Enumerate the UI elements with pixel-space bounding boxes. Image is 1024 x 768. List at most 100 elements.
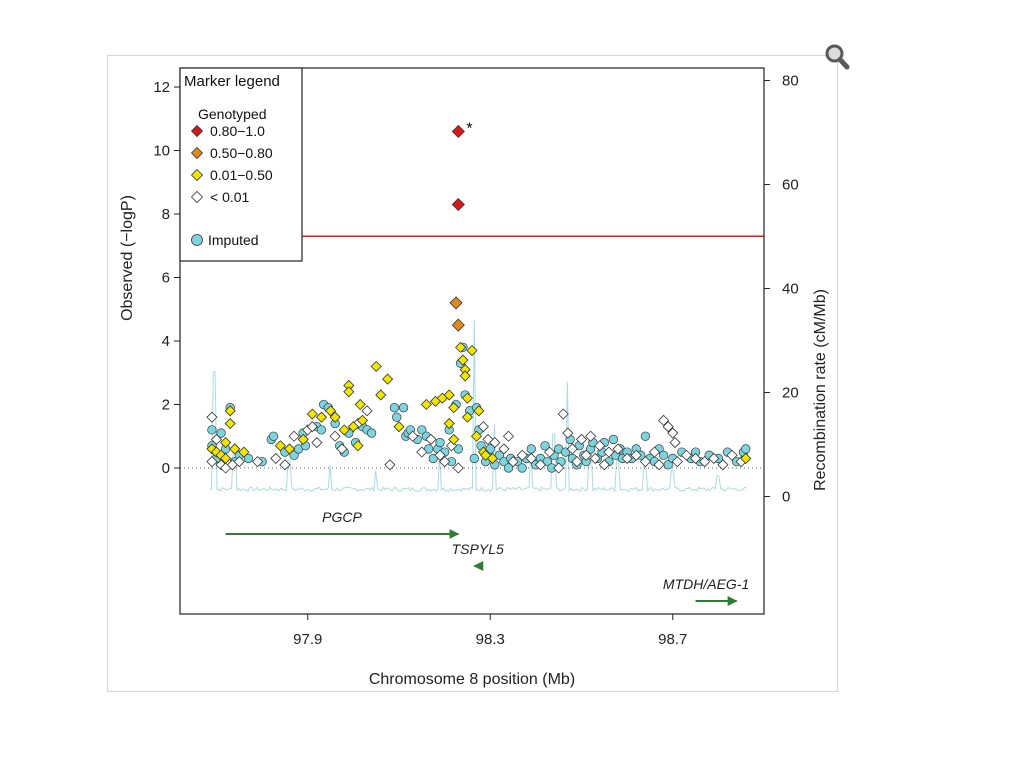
point-imputed xyxy=(741,444,751,454)
x-tick-label: 98.3 xyxy=(476,631,505,648)
point-genotyped-0-01-0-50 xyxy=(224,417,236,430)
point-genotyped-0-01-0-50 xyxy=(329,411,341,423)
x-tick-label: 97.9 xyxy=(293,631,322,648)
point-genotyped-0-01 xyxy=(667,427,679,439)
point-genotyped-0-01-0-50 xyxy=(347,421,359,433)
point-genotyped-0-01 xyxy=(699,456,711,468)
point-genotyped-0-01-0-50 xyxy=(382,373,394,385)
point-imputed xyxy=(435,437,445,448)
point-genotyped-0-01-0-50 xyxy=(274,440,286,452)
magnifier-icon[interactable] xyxy=(824,43,850,71)
left-tick-label: 2 xyxy=(162,396,170,413)
point-imputed xyxy=(608,434,619,445)
magnifier-icon-glyph xyxy=(825,44,850,70)
legend-swatch xyxy=(190,168,204,182)
legend-item-label: < 0.01 xyxy=(210,189,250,205)
left-y-axis: 0 2 4 6 8 10 12 xyxy=(153,79,180,477)
marker-points xyxy=(206,124,752,474)
legend-imputed-label: Imputed xyxy=(208,232,259,248)
point-imputed xyxy=(560,447,571,457)
x-axis: 97.9 98.3 98.7 xyxy=(293,614,687,648)
point-imputed xyxy=(640,431,651,441)
recombination-rate-layer xyxy=(209,319,747,494)
point-genotyped-0-01 xyxy=(502,430,515,442)
point-genotyped-0-01 xyxy=(580,449,592,461)
point-genotyped-0-01 xyxy=(311,437,323,449)
point-genotyped-0-01 xyxy=(671,456,683,468)
point-genotyped-0-01-0-50 xyxy=(324,405,337,417)
legend-item-label: 0.01−0.50 xyxy=(210,167,273,183)
point-genotyped-0-01-0-50 xyxy=(443,417,455,430)
point-genotyped-0-01 xyxy=(498,443,510,455)
figure-frame: * PGCP TSPYL5 MTDH/AEG-1 0 2 4 6 8 10 12 0 20 40 60… xyxy=(107,55,838,692)
point-imputed xyxy=(517,463,527,473)
point-genotyped-0-01-0-50 xyxy=(297,433,309,445)
legend-item-label: 0.50−0.80 xyxy=(210,145,273,161)
point-genotyped-0-01 xyxy=(575,433,588,445)
point-imputed xyxy=(424,444,434,454)
point-genotyped-0-01 xyxy=(206,456,218,468)
point-imputed xyxy=(503,463,514,473)
point-genotyped-0-01-0-50 xyxy=(220,437,232,449)
point-imputed xyxy=(417,425,427,435)
left-tick-label: 0 xyxy=(162,460,170,477)
regional-association-plot: * PGCP TSPYL5 MTDH/AEG-1 0 2 4 6 8 10 12 0 20 40 60… xyxy=(119,67,829,688)
legend-title: Marker legend xyxy=(184,73,280,90)
point-imputed xyxy=(289,450,299,460)
point-genotyped-0-01 xyxy=(594,440,606,452)
point-genotyped-0-50-0-80 xyxy=(449,296,463,310)
point-genotyped-0-01 xyxy=(598,459,610,471)
point-genotyped-0-01 xyxy=(489,437,501,449)
point-imputed xyxy=(392,412,402,422)
legend-box xyxy=(179,67,303,262)
point-genotyped-0-01-0-50 xyxy=(370,360,382,372)
point-imputed xyxy=(398,403,409,413)
point-genotyped-0-01 xyxy=(621,452,633,465)
point-genotyped-0-01 xyxy=(589,452,601,465)
legend-item-label: 0.80−1.0 xyxy=(210,123,265,139)
right-tick-label: 40 xyxy=(782,280,799,297)
legend-imputed-swatch xyxy=(191,234,203,246)
point-genotyped-0-01-0-50 xyxy=(443,389,455,401)
point-genotyped-0-01 xyxy=(680,449,693,461)
point-imputed xyxy=(243,453,254,464)
point-genotyped-0-01 xyxy=(507,456,519,468)
gene-label: PGCP xyxy=(322,509,362,525)
right-tick-label: 20 xyxy=(782,384,799,401)
legend-swatch xyxy=(190,146,204,160)
point-genotyped-0-01 xyxy=(557,408,569,420)
point-genotyped-0-01-0-50 xyxy=(354,398,366,411)
point-genotyped-0-80-1-0 xyxy=(451,124,465,139)
point-genotyped-0-01 xyxy=(612,443,624,455)
point-genotyped-0-01-0-50 xyxy=(229,443,241,455)
point-genotyped-0-01 xyxy=(639,456,651,468)
gene-track: PGCP TSPYL5 MTDH/AEG-1 xyxy=(225,509,749,606)
point-genotyped-0-01 xyxy=(653,459,665,471)
point-genotyped-0-01-0-50 xyxy=(466,344,478,357)
point-genotyped-0-01 xyxy=(288,430,300,442)
point-genotyped-0-01-0-50 xyxy=(420,398,432,411)
right-y-axis: 0 20 40 60 80 xyxy=(764,72,799,505)
right-tick-label: 80 xyxy=(782,72,799,89)
point-genotyped-0-01-0-50 xyxy=(238,446,250,458)
point-genotyped-0-01 xyxy=(439,456,451,468)
point-imputed xyxy=(207,425,217,435)
point-imputed xyxy=(316,425,327,435)
point-imputed xyxy=(469,453,479,464)
point-genotyped-0-01 xyxy=(407,430,419,442)
point-genotyped-0-01-0-50 xyxy=(740,452,752,465)
point-genotyped-0-01-0-50 xyxy=(455,341,467,353)
point-imputed xyxy=(485,444,495,454)
gene-label: MTDH/AEG-1 xyxy=(663,576,749,592)
legend-group-title: Genotyped xyxy=(198,106,267,122)
point-genotyped-0-01 xyxy=(477,421,489,433)
point-genotyped-0-01 xyxy=(662,421,674,433)
point-genotyped-0-01 xyxy=(233,456,245,468)
legend-swatch xyxy=(190,190,204,204)
point-genotyped-0-01 xyxy=(425,433,437,445)
point-genotyped-0-01 xyxy=(562,427,574,439)
point-genotyped-0-01 xyxy=(571,456,583,468)
point-genotyped-0-01 xyxy=(251,456,264,468)
left-tick-label: 8 xyxy=(162,206,170,223)
point-genotyped-0-01 xyxy=(726,449,738,461)
